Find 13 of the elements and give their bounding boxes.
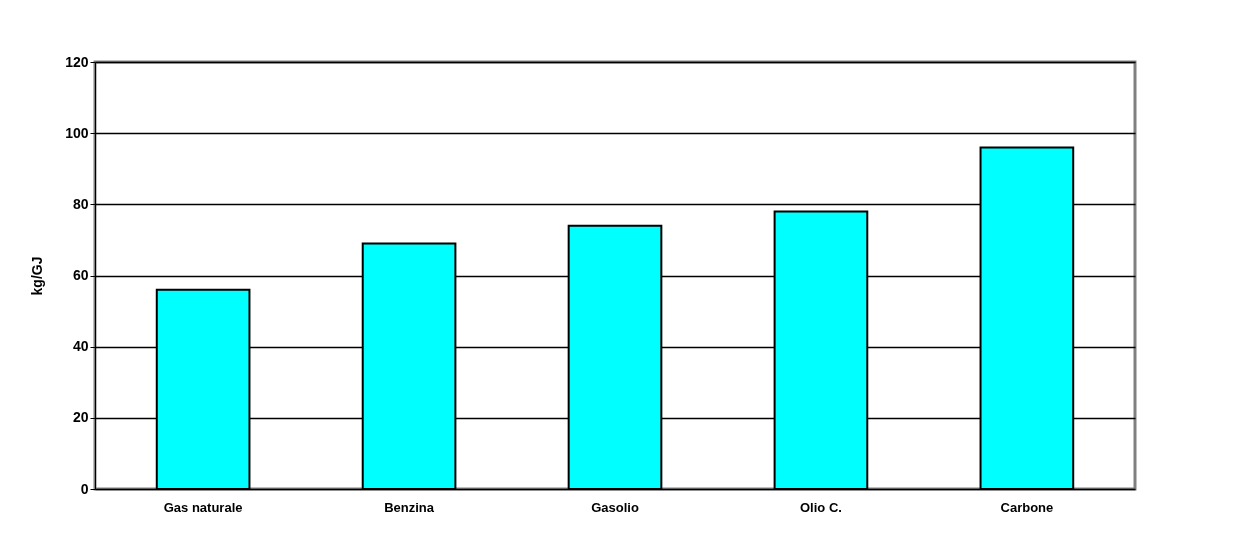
x-tick-label: Gasolio [591,499,639,515]
y-tick-label: 60 [72,267,89,283]
x-tick-label: Carbone [1000,499,1054,515]
y-tick-label: 40 [72,338,89,355]
y-tick-label: 0 [80,480,89,497]
y-tick-label: 20 [72,409,89,426]
y-tick-label: 100 [65,124,89,141]
y-tick-label: 120 [65,53,89,70]
x-tick-label: Gas naturale [163,499,243,515]
x-tick-label: Olio C. [800,499,842,515]
y-tick-label: 80 [72,195,89,212]
y-axis-title: kg/GJ [29,256,46,296]
x-tick-label: Benzina [384,499,435,515]
